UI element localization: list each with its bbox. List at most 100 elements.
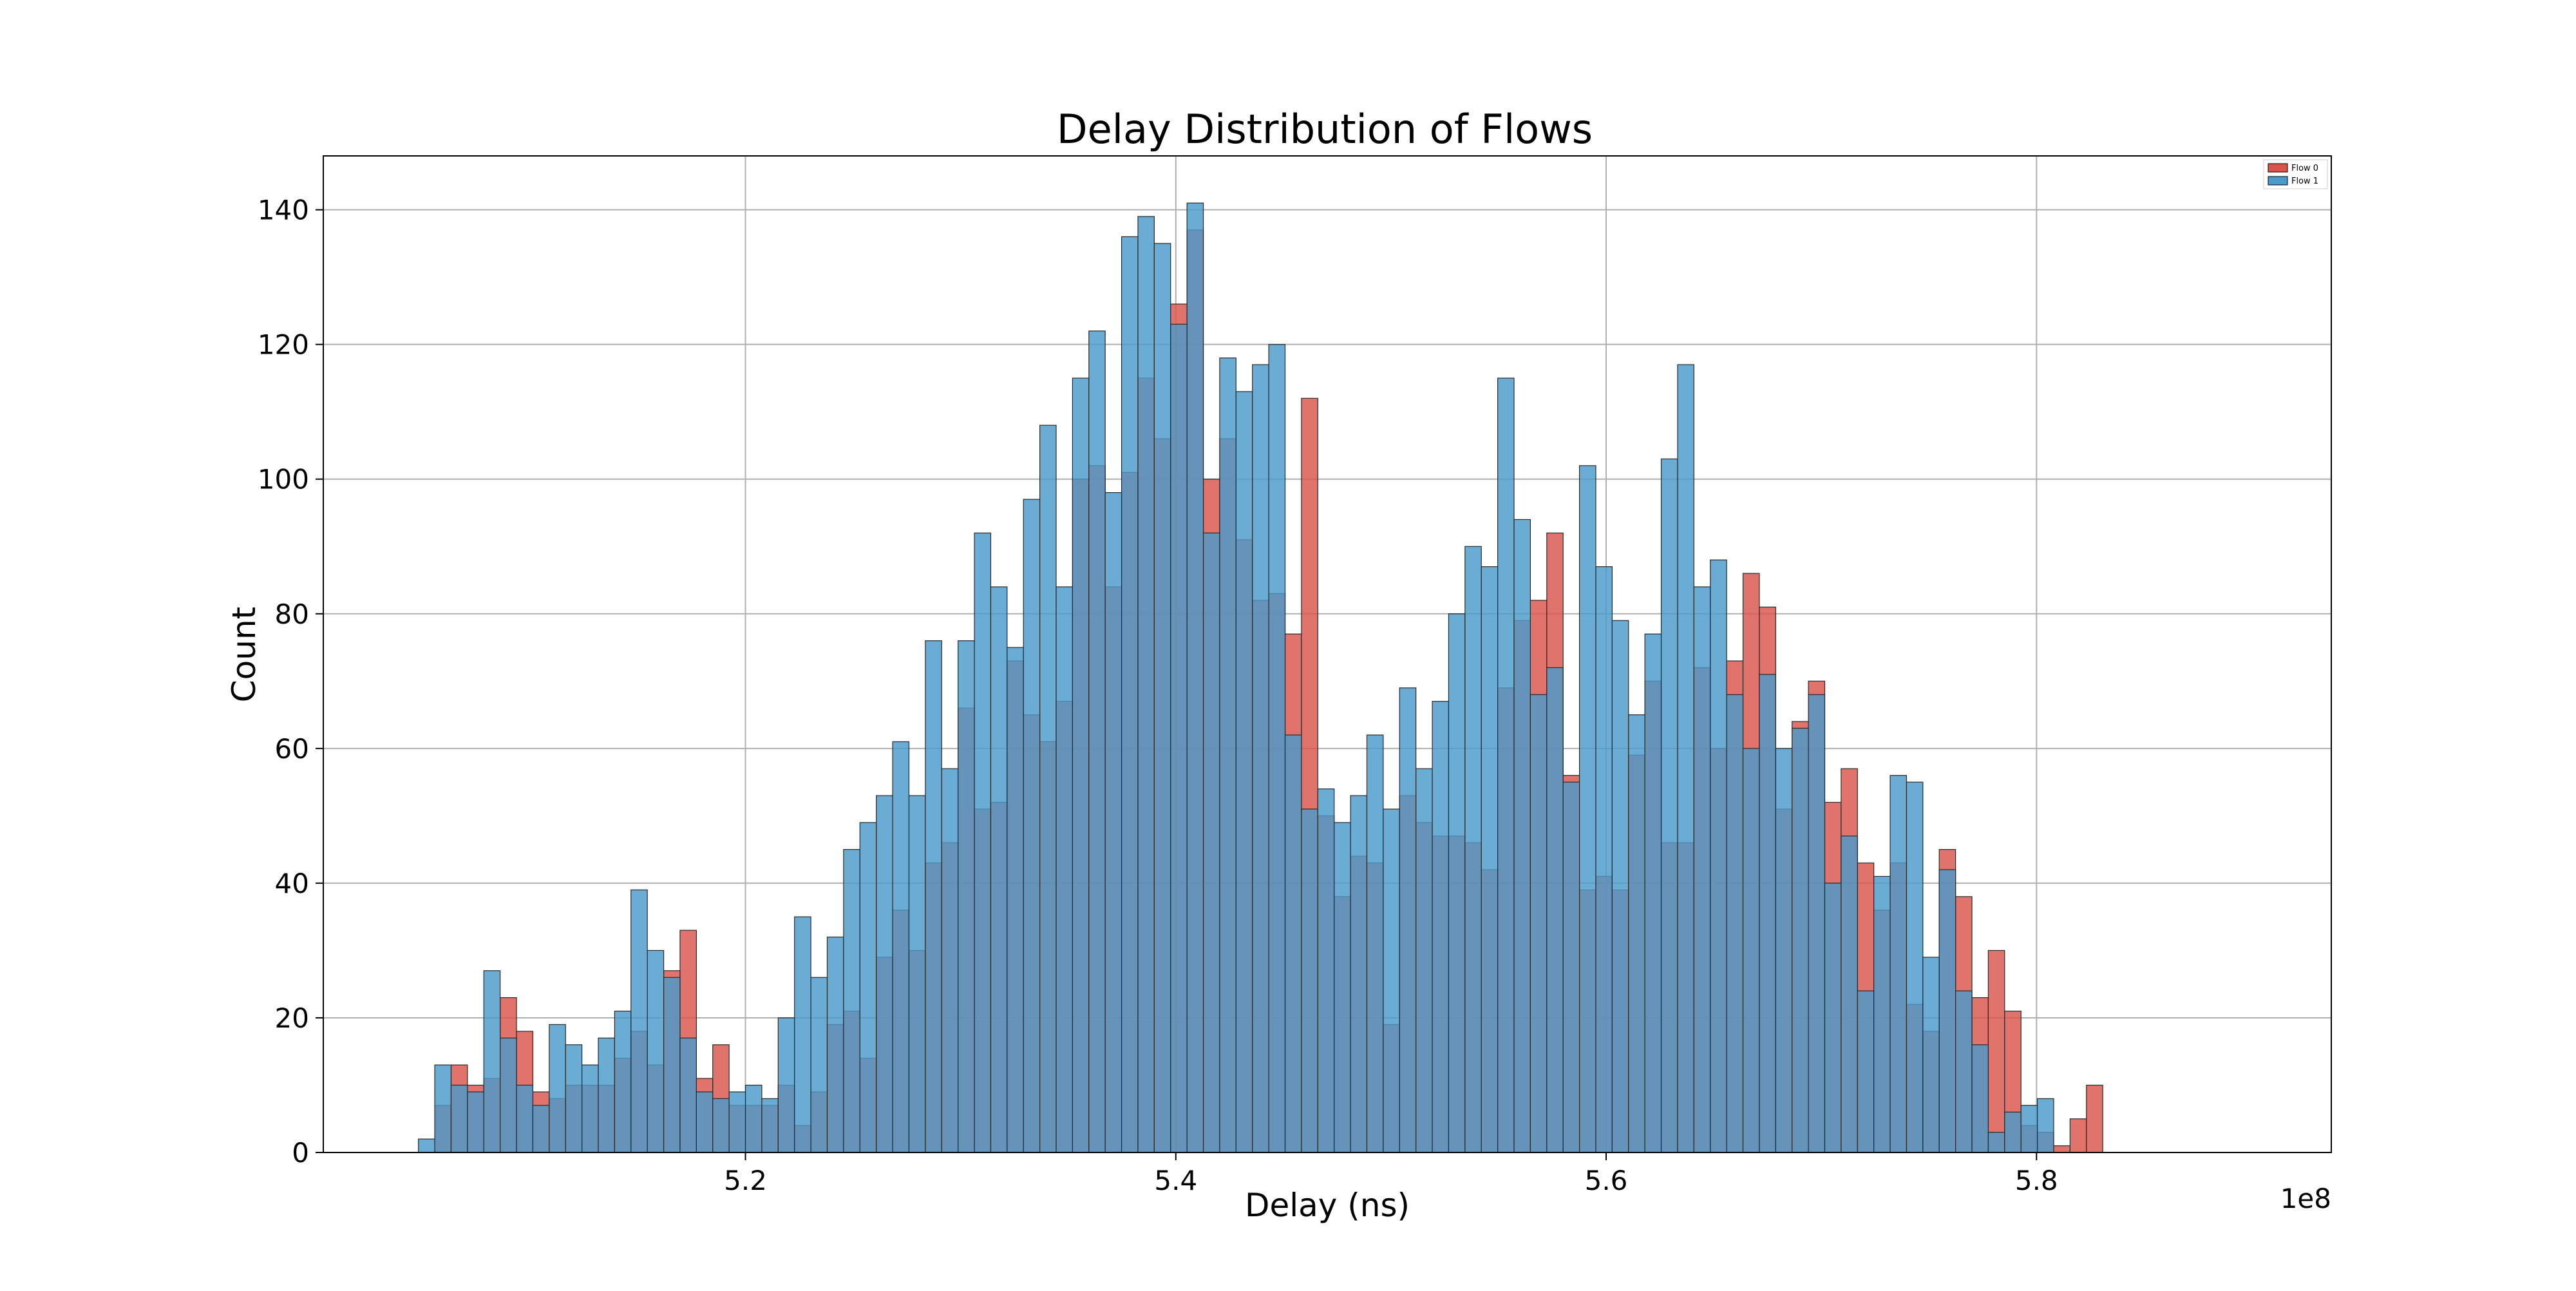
bar-flow-1 (1399, 688, 1416, 1152)
x-axis-label: Delay (ns) (1245, 1187, 1410, 1224)
bar-flow-0 (2087, 1085, 2103, 1152)
bar-flow-1 (614, 1011, 630, 1152)
legend-swatch-flow-1 (2268, 177, 2287, 185)
bar-flow-1 (1007, 647, 1023, 1152)
bar-flow-1 (844, 850, 860, 1152)
bar-flow-1 (484, 971, 500, 1152)
bar-flow-1 (2038, 1098, 2054, 1152)
x-tick-label: 5.4 (1154, 1165, 1197, 1196)
bar-flow-1 (1743, 749, 1759, 1152)
bar-flow-1 (647, 950, 663, 1152)
bar-flow-1 (1236, 392, 1252, 1152)
bar-flow-1 (680, 1038, 696, 1152)
bar-flow-1 (1220, 358, 1236, 1152)
bar-flow-1 (876, 796, 893, 1152)
bar-flow-1 (1383, 809, 1399, 1152)
bar-flow-1 (1759, 674, 1776, 1152)
bar-flow-1 (1056, 587, 1072, 1152)
bar-flow-1 (893, 741, 909, 1152)
legend-label-flow-1: Flow 1 (2291, 177, 2318, 186)
bar-flow-1 (1547, 667, 1563, 1152)
x-axis-offset-label: 1e8 (2280, 1183, 2331, 1214)
bar-flow-1 (1350, 796, 1367, 1152)
bar-flow-1 (1874, 876, 1890, 1152)
bar-flow-1 (696, 1092, 712, 1152)
bar-flow-1 (778, 1018, 794, 1152)
bar-flow-1 (516, 1085, 533, 1152)
bar-flow-1 (1154, 244, 1170, 1152)
bar-flow-1 (1792, 728, 1808, 1152)
bar-flow-1 (1776, 749, 1792, 1152)
bar-flow-1 (2005, 1112, 2021, 1152)
bar-flow-1 (1138, 216, 1154, 1152)
bar-flow-1 (1105, 493, 1121, 1152)
bar-flow-1 (1808, 694, 1824, 1152)
bar-flow-1 (1269, 345, 1285, 1152)
bar-flow-1 (1171, 324, 1187, 1152)
bar-flow-1 (1023, 499, 1039, 1152)
y-axis-label: Count (225, 607, 263, 703)
y-tick-label: 80 (275, 598, 309, 630)
bar-flow-1 (1727, 694, 1743, 1152)
bar-flow-1 (419, 1139, 435, 1152)
series-flow-1-bars (419, 203, 2054, 1152)
bar-flow-1 (598, 1038, 614, 1152)
bar-flow-1 (746, 1085, 762, 1152)
bar-flow-1 (762, 1098, 778, 1152)
chart-title: Delay Distribution of Flows (1057, 106, 1593, 153)
bar-flow-1 (1448, 614, 1464, 1152)
legend-swatch-flow-0 (2268, 164, 2287, 172)
bar-flow-1 (828, 937, 844, 1152)
bar-flow-1 (664, 977, 680, 1152)
bar-flow-1 (909, 796, 925, 1152)
bar-flow-1 (1580, 466, 1596, 1152)
bar-flow-1 (1612, 620, 1628, 1152)
bar-flow-1 (1596, 567, 1612, 1152)
bar-flow-1 (1890, 776, 1906, 1152)
bar-flow-1 (1710, 560, 1727, 1152)
bar-flow-1 (1841, 836, 1857, 1152)
bar-flow-1 (1645, 634, 1661, 1152)
bar-flow-1 (1694, 587, 1710, 1152)
bar-flow-1 (729, 1092, 745, 1152)
legend-label-flow-0: Flow 0 (2291, 164, 2318, 173)
bar-flow-1 (1906, 782, 1922, 1152)
bar-flow-1 (2021, 1105, 2037, 1152)
bar-flow-0 (2054, 1146, 2070, 1152)
y-tick-label: 60 (275, 733, 309, 765)
bar-flow-1 (1334, 823, 1350, 1152)
bar-flow-1 (1824, 883, 1841, 1152)
bar-flow-1 (1432, 702, 1448, 1152)
y-tick-label: 100 (258, 464, 309, 495)
x-tick-label: 5.6 (1585, 1165, 1628, 1196)
bar-flow-1 (1318, 789, 1334, 1152)
bar-flow-1 (713, 1098, 729, 1152)
y-tick-label: 0 (292, 1137, 309, 1169)
bar-flow-1 (1481, 567, 1497, 1152)
bar-flow-1 (974, 533, 990, 1152)
bar-flow-1 (1089, 331, 1105, 1152)
bar-flow-1 (1072, 378, 1088, 1152)
bar-flow-1 (1465, 546, 1481, 1152)
bar-flow-1 (1939, 870, 1955, 1152)
bar-flow-1 (533, 1105, 549, 1152)
bar-flow-1 (795, 917, 811, 1152)
bar-flow-1 (631, 890, 647, 1152)
bar-flow-0 (1988, 950, 2004, 1152)
bar-flow-1 (1416, 769, 1432, 1152)
bar-flow-1 (1285, 735, 1302, 1152)
bar-flow-1 (1187, 203, 1203, 1152)
bar-flow-1 (1988, 1133, 2004, 1152)
bar-flow-1 (1498, 378, 1514, 1152)
bar-flow-1 (500, 1038, 516, 1152)
bar-flow-1 (1122, 236, 1138, 1152)
y-tick-label: 40 (275, 868, 309, 899)
bar-flow-1 (1253, 365, 1269, 1152)
bar-flow-1 (1857, 991, 1873, 1152)
bar-flow-1 (1204, 533, 1220, 1152)
bar-flow-1 (565, 1045, 582, 1152)
bar-flow-1 (1530, 694, 1546, 1152)
x-tick-label: 5.8 (2015, 1165, 2058, 1196)
